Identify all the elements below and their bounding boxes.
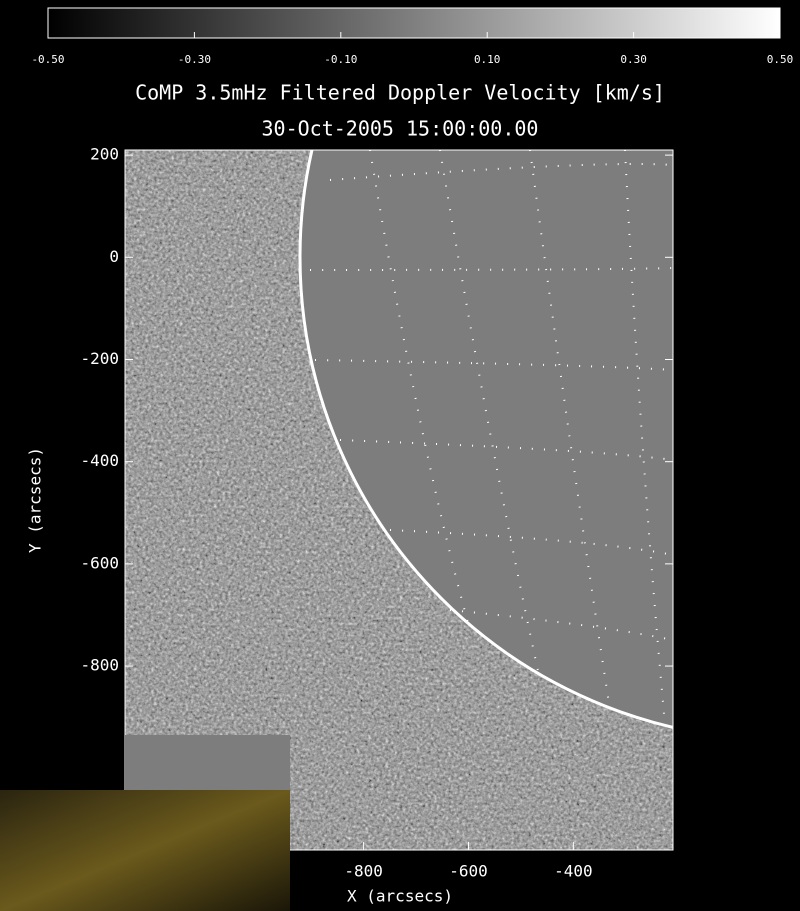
colorbar-tick-label: 0.50 xyxy=(767,53,794,66)
y-tick-label: -400 xyxy=(80,451,119,470)
colorbar-tick-label: -0.30 xyxy=(178,53,211,66)
x-tick-label: -400 xyxy=(554,862,593,881)
y-tick-label: 0 xyxy=(109,247,119,266)
plot-frame xyxy=(124,149,674,851)
image xyxy=(125,150,673,850)
x-tick-label: -800 xyxy=(344,862,383,881)
y-tick-label: 200 xyxy=(90,145,119,164)
overlay-photo xyxy=(0,790,290,911)
y-tick-label: -600 xyxy=(80,553,119,572)
colorbar-tick-label: 0.10 xyxy=(474,53,501,66)
y-axis-label: Y (arcsecs) xyxy=(26,447,45,553)
colorbar-tick-label: 0.30 xyxy=(620,53,647,66)
solar-disk xyxy=(298,150,673,729)
disk-grid xyxy=(309,150,673,726)
colorbar-tick-label: -0.10 xyxy=(324,53,357,66)
y-tick-label: -200 xyxy=(80,349,119,368)
x-tick-label: -600 xyxy=(449,862,488,881)
chart-subtitle: 30-Oct-2005 15:00:00.00 xyxy=(262,117,539,141)
chart-title: CoMP 3.5mHz Filtered Doppler Velocity [k… xyxy=(135,81,665,105)
x-axis-label: X (arcsecs) xyxy=(347,887,453,906)
colorbar xyxy=(47,7,781,39)
y-tick-label: -800 xyxy=(80,656,119,675)
colorbar-tick-label: -0.50 xyxy=(31,53,64,66)
